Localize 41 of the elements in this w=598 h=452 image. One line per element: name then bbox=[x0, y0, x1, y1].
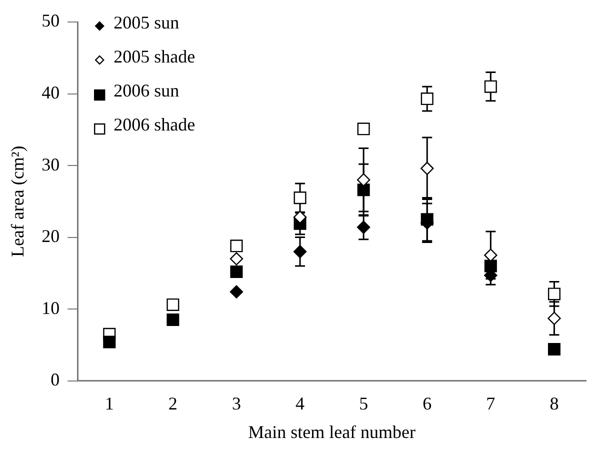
legend-label: 2005 sun bbox=[114, 12, 180, 33]
point bbox=[356, 173, 370, 186]
y-axis-title: Leaf area (cm²) bbox=[8, 146, 28, 258]
x-tick-label: 1 bbox=[104, 393, 114, 414]
x-tick-label: 4 bbox=[296, 393, 305, 414]
y-tick-label: 0 bbox=[50, 370, 60, 390]
point bbox=[356, 220, 370, 234]
x-tick-label: 7 bbox=[486, 393, 496, 414]
x-axis-title: Main stem leaf number bbox=[248, 422, 416, 442]
point bbox=[230, 240, 243, 252]
point bbox=[548, 312, 561, 325]
point bbox=[420, 162, 434, 175]
x-tick-label: 6 bbox=[422, 393, 432, 414]
y-tick-label: 30 bbox=[42, 154, 60, 174]
legend-label: 2005 shade bbox=[114, 46, 196, 67]
point bbox=[484, 80, 497, 93]
point bbox=[103, 336, 116, 348]
legend-label: 2006 sun bbox=[114, 80, 180, 101]
x-tick-label: 2 bbox=[168, 393, 178, 414]
point bbox=[548, 288, 560, 300]
legend-label: 2006 shade bbox=[114, 114, 196, 135]
point bbox=[166, 298, 180, 311]
point bbox=[484, 248, 498, 262]
point bbox=[548, 342, 560, 356]
x-tick-label: 5 bbox=[359, 393, 368, 414]
point bbox=[230, 265, 243, 278]
point bbox=[230, 252, 244, 266]
point bbox=[230, 285, 244, 298]
y-tick-label: 10 bbox=[42, 298, 60, 318]
point bbox=[293, 245, 307, 258]
point bbox=[357, 122, 370, 136]
point bbox=[420, 92, 434, 106]
y-tick-label: 40 bbox=[42, 82, 60, 102]
y-tick-label: 20 bbox=[42, 226, 60, 246]
point bbox=[166, 314, 180, 326]
point bbox=[357, 184, 370, 196]
point bbox=[294, 192, 306, 204]
x-tick-label: 3 bbox=[232, 393, 241, 414]
x-tick-label: 8 bbox=[550, 393, 559, 414]
y-tick-label: 50 bbox=[42, 10, 60, 31]
point bbox=[293, 210, 307, 224]
